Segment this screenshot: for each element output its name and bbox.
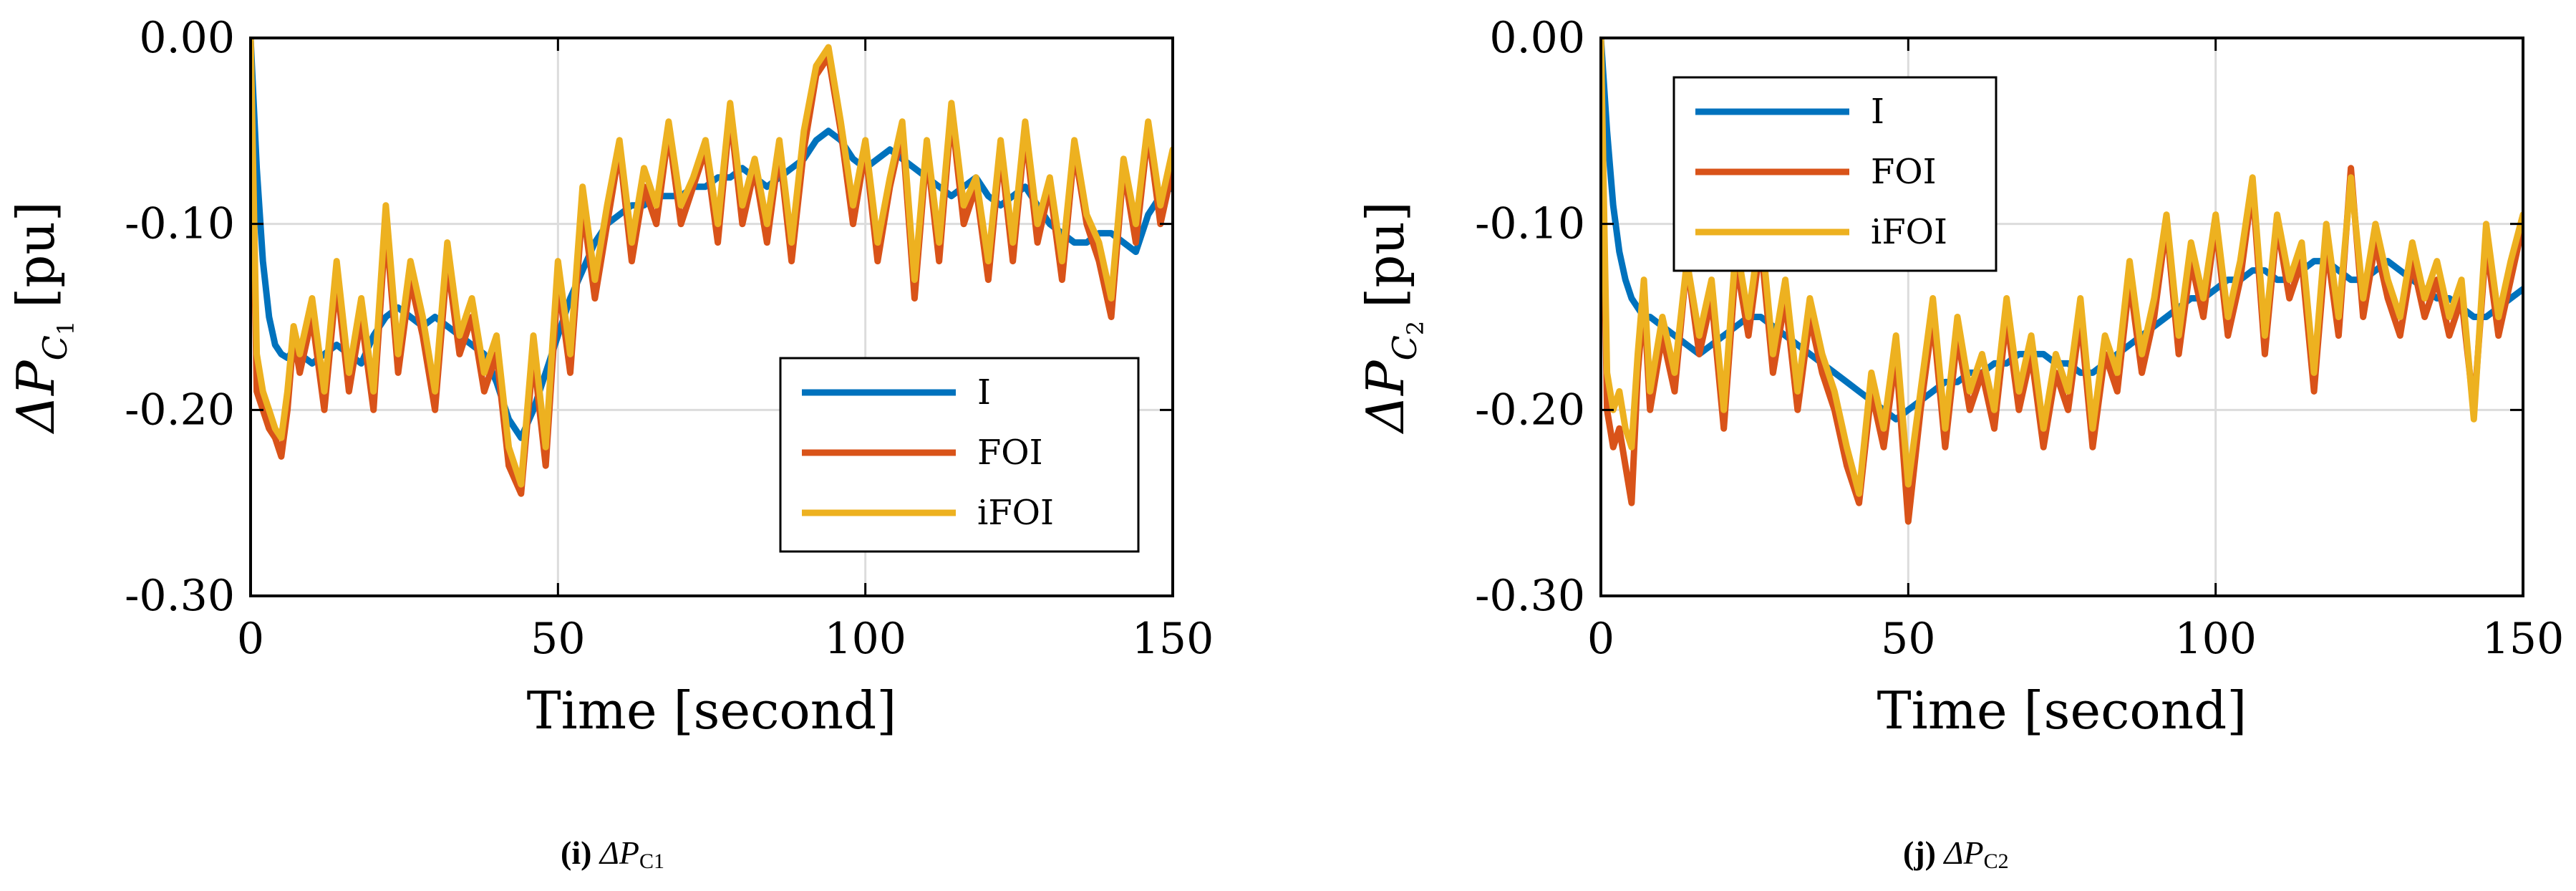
y-tick-label: -0.20	[125, 385, 235, 435]
y-tick-label: 0.00	[1489, 13, 1585, 63]
y-axis-label-symbol: ΔP	[1355, 360, 1415, 435]
caption-right-subscript: C2	[1983, 849, 2009, 873]
y-axis-label-subscript: C	[36, 335, 74, 360]
axes-box	[249, 37, 1174, 597]
caption-right: (j) ΔPC2	[1903, 834, 2009, 874]
y-axis-label-subscript-index: 2	[1402, 321, 1429, 335]
series-line-ifoi	[251, 38, 1173, 488]
caption-left: (i) ΔPC1	[561, 834, 664, 874]
y-axis-label: ΔPC1 [pu]	[6, 201, 79, 435]
y-axis-label-subscript-index: 1	[52, 321, 79, 335]
x-tick-label: 50	[1881, 614, 1935, 664]
y-axis-label-unit: [pu]	[6, 201, 66, 308]
x-tick-label: 150	[1132, 614, 1214, 664]
y-axis-label-unit: [pu]	[1355, 201, 1415, 308]
legend-label-ifoi: iFOI	[977, 493, 1054, 533]
legend-label-foi: FOI	[977, 433, 1043, 473]
caption-left-letter: (i)	[561, 834, 592, 871]
y-axis-label: ΔPC2 [pu]	[1355, 201, 1429, 435]
legend-label-foi: FOI	[1871, 152, 1937, 192]
legend-label-i: I	[1871, 92, 1884, 132]
x-axis-label: Time [second]	[1877, 680, 2247, 741]
y-tick-label: -0.30	[125, 571, 235, 621]
legend: I FOI iFOI	[779, 357, 1140, 553]
series-line-ifoi	[1601, 38, 2523, 497]
y-tick-label: 0.00	[139, 13, 235, 63]
x-tick-label: 100	[2174, 614, 2257, 664]
y-tick-label: -0.10	[1475, 199, 1585, 249]
x-tick-label: 100	[824, 614, 906, 664]
chart-panel-2: 0 50 100 150 0.00 -0.10 -0.20 -0.30 Time [second…	[1355, 13, 2564, 741]
y-tick-label: -0.10	[125, 199, 235, 249]
x-tick-label: 50	[531, 614, 585, 664]
caption-right-symbol: ΔP	[1944, 834, 1984, 871]
legend-label-ifoi: iFOI	[1871, 212, 1947, 252]
x-tick-label: 0	[237, 614, 264, 664]
y-axis-label-subscript: C	[1385, 335, 1424, 360]
y-tick-label: -0.20	[1475, 385, 1585, 435]
legend: I FOI iFOI	[1672, 76, 1998, 272]
axes-box	[1599, 37, 2524, 597]
caption-left-subscript: C1	[639, 849, 665, 873]
x-axis-label: Time [second]	[527, 680, 897, 741]
x-tick-label: 150	[2482, 614, 2565, 664]
legend-label-i: I	[977, 372, 991, 413]
caption-right-letter: (j)	[1903, 834, 1936, 871]
caption-left-symbol: ΔP	[599, 834, 640, 871]
y-axis-label-symbol: ΔP	[6, 360, 66, 435]
chart-panel-1: 0 50 100 150 0.00 -0.10 -0.20 -0.30 Time [second…	[6, 13, 1214, 741]
y-tick-label: -0.30	[1475, 571, 1585, 621]
x-tick-label: 0	[1587, 614, 1614, 664]
